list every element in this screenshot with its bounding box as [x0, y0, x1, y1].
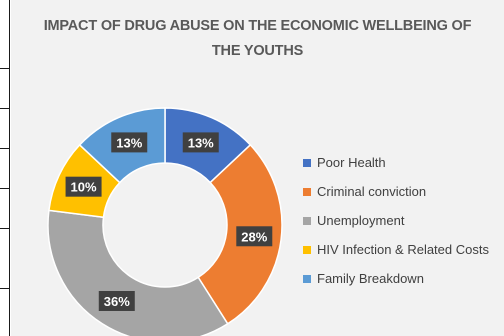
- legend-swatch: [303, 158, 311, 167]
- legend-item-poor-health: Poor Health: [303, 148, 489, 177]
- legend-label: Family Breakdown: [317, 271, 424, 286]
- data-label-text: 28%: [241, 229, 267, 244]
- table-border-line: [0, 288, 10, 289]
- legend-label: Unemployment: [317, 213, 405, 228]
- legend-label: Criminal conviction: [317, 184, 427, 199]
- data-label-box: [98, 290, 135, 311]
- data-label-box: [236, 226, 273, 247]
- donut-chart: 13% 28% 36% 10% 13%: [47, 107, 283, 336]
- table-border-line: [0, 68, 10, 69]
- legend-item-family-breakdown: Family Breakdown: [303, 264, 489, 293]
- chart-title-line-1: IMPACT OF DRUG ABUSE ON THE ECONOMIC WEL…: [43, 18, 472, 34]
- legend-swatch: [303, 187, 311, 196]
- legend-swatch: [303, 245, 311, 254]
- legend-item-unemployment: Unemployment: [303, 206, 489, 235]
- data-label-unemployment: 36%: [98, 290, 135, 311]
- data-label-text: 13%: [188, 135, 214, 150]
- data-label-text: 10%: [71, 180, 97, 195]
- chart-title: IMPACT OF DRUG ABUSE ON THE ECONOMIC WEL…: [11, 14, 504, 64]
- table-border-line: [9, 0, 10, 336]
- data-label-text: 13%: [116, 135, 142, 150]
- table-border-line: [0, 148, 10, 149]
- data-label-text: 36%: [104, 294, 130, 309]
- data-label-box: [182, 132, 219, 153]
- data-label-family-breakdown: 13%: [111, 132, 148, 153]
- chart-legend: Poor Health Criminal conviction Unemployme…: [303, 148, 489, 293]
- legend-swatch: [303, 216, 311, 225]
- data-label-box: [65, 176, 102, 197]
- data-label-criminal-conviction: 28%: [236, 226, 273, 247]
- legend-label: HIV Infection & Related Costs: [317, 242, 489, 257]
- chart-area: IMPACT OF DRUG ABUSE ON THE ECONOMIC WEL…: [11, 0, 504, 336]
- legend-item-hiv-infection-related-costs: HIV Infection & Related Costs: [303, 235, 489, 264]
- table-border-fragment: [0, 0, 10, 336]
- data-label-box: [111, 132, 148, 153]
- data-label-poor-health: 13%: [182, 132, 219, 153]
- legend-item-criminal-conviction: Criminal conviction: [303, 177, 489, 206]
- table-border-line: [0, 108, 10, 109]
- legend-swatch: [303, 274, 311, 283]
- table-border-line: [0, 228, 10, 229]
- donut-slice-unemployment: [47, 209, 229, 336]
- table-border-line: [0, 188, 10, 189]
- data-label-hiv-infection-related-costs: 10%: [65, 176, 102, 197]
- chart-title-line-2: THE YOUTHS: [211, 43, 304, 59]
- legend-label: Poor Health: [317, 155, 386, 170]
